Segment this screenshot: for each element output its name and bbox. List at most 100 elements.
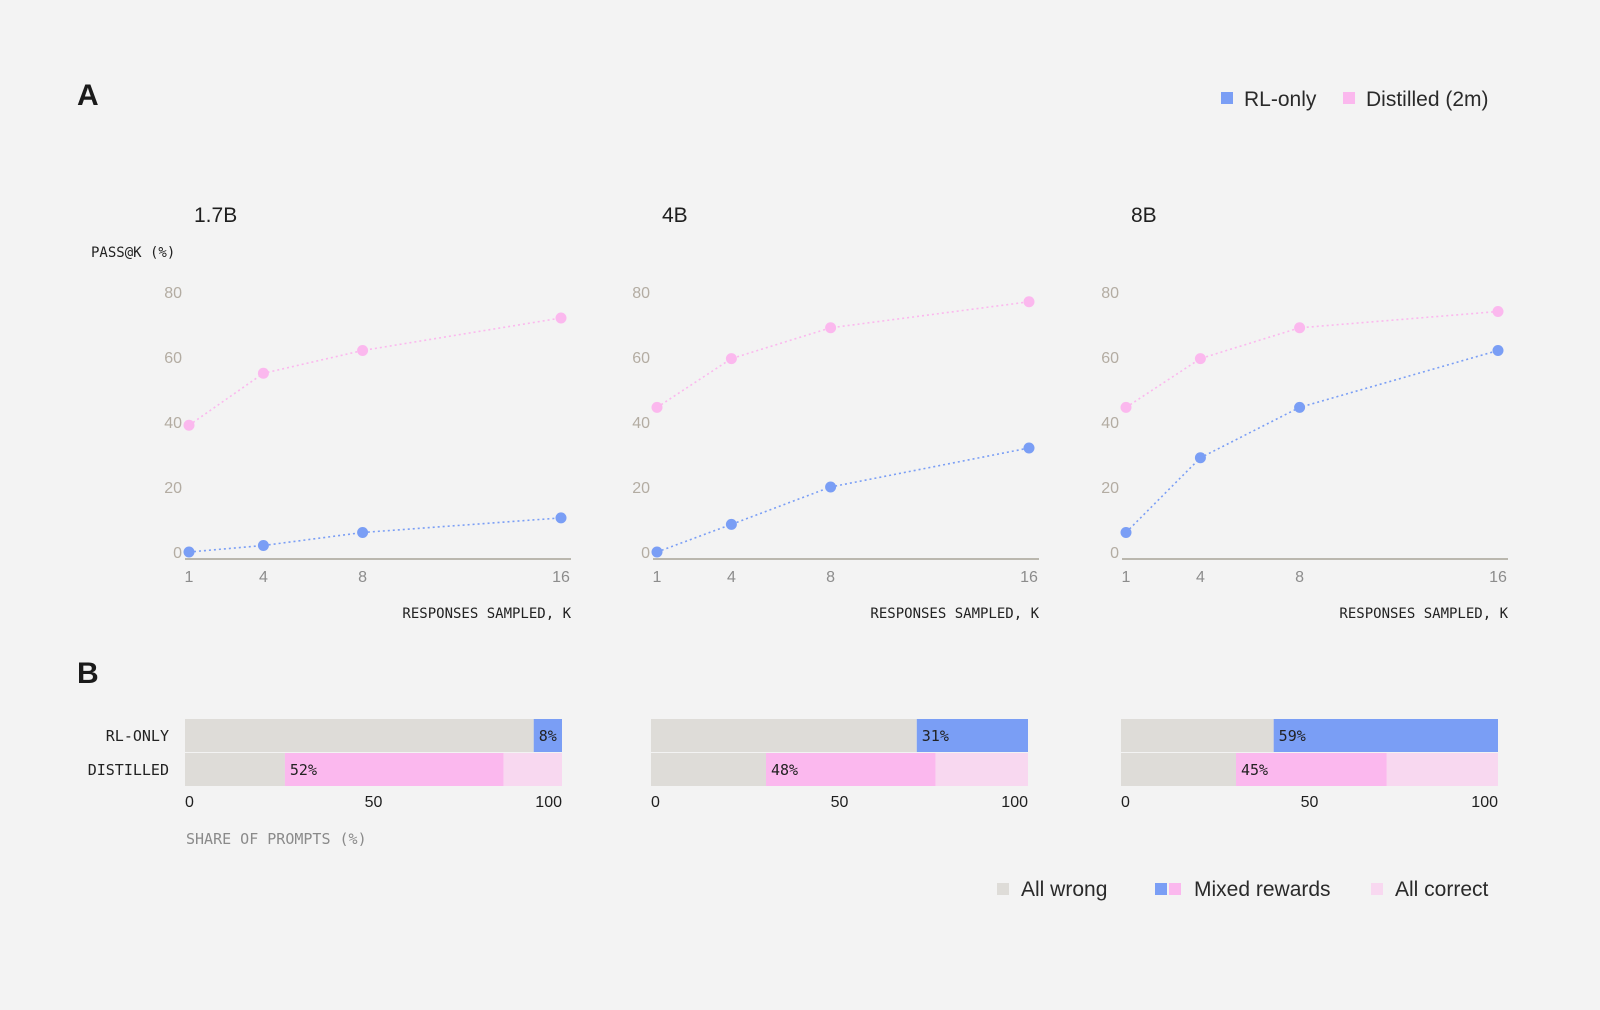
data-point: [1194, 353, 1206, 365]
bar-segment-all-wrong: [1121, 753, 1236, 786]
bar-segment-all-wrong: [651, 719, 917, 752]
series-line: [1125, 349, 1499, 534]
x-tick-label: 0: [185, 794, 194, 811]
panel-b-label: B: [77, 657, 99, 690]
x-tick-label: 50: [1301, 794, 1319, 811]
legend-swatch-mixed-distilled: [1169, 883, 1181, 895]
bar-segment-all-correct: [503, 753, 562, 786]
legend-label-all-wrong: All wrong: [1021, 878, 1107, 901]
series-line: [656, 301, 1030, 409]
panel-a-label: A: [77, 79, 99, 112]
data-point: [1294, 322, 1306, 334]
bar-segment-mixed: [765, 753, 936, 786]
series-line: [1125, 310, 1499, 409]
legend-bottom: All wrong Mixed rewards All correct: [997, 878, 1489, 901]
x-axis-title: RESPONSES SAMPLED, K: [1339, 606, 1508, 622]
data-point: [555, 312, 567, 324]
y-axis-title: PASS@K (%): [91, 245, 175, 261]
bar-segment-mixed: [1235, 753, 1387, 786]
y-tick-label: 40: [164, 415, 182, 432]
y-tick-label: 80: [632, 285, 650, 302]
bar-segment-all-correct: [1386, 753, 1498, 786]
x-tick-label: 100: [1471, 794, 1498, 811]
x-tick-label: 50: [831, 794, 849, 811]
x-tick-label: 0: [651, 794, 660, 811]
x-tick-label: 8: [826, 569, 835, 586]
x-tick-label: 4: [259, 569, 268, 586]
x-tick-label: 16: [552, 569, 570, 586]
data-point: [1120, 527, 1132, 538]
y-tick-label: 40: [632, 415, 650, 432]
legend-swatch-all-wrong: [997, 883, 1009, 895]
y-tick-label: 80: [1101, 285, 1119, 302]
line-chart-3: 8B 0 20 40 60 80 1 4 8 16 RESPONSES SAMPLED, K: [1101, 204, 1508, 622]
row-label: RL-ONLY: [106, 727, 169, 745]
data-point: [183, 419, 195, 431]
x-tick-label: 100: [535, 794, 562, 811]
bar-value-label: 52%: [290, 761, 317, 779]
data-point: [1492, 345, 1504, 356]
x-axis-title: SHARE OF PROMPTS (%): [186, 830, 367, 848]
data-point: [357, 345, 369, 356]
bar-segment-all-wrong: [651, 753, 766, 786]
y-tick-label: 0: [641, 545, 650, 562]
bar-segment-mixed: [284, 753, 504, 786]
bar-segment-all-correct: [935, 753, 1028, 786]
legend-label-all-correct: All correct: [1395, 878, 1489, 901]
bar-segment-mixed: [1273, 719, 1498, 752]
y-tick-label: 60: [1101, 350, 1119, 367]
bar-value-label: 59%: [1279, 727, 1306, 745]
series-line: [188, 317, 562, 426]
legend-label-distilled: Distilled (2m): [1366, 88, 1489, 111]
data-point: [1492, 306, 1504, 317]
bar-charts: RL-ONLY 8% DISTILLED 52% 0 50 100 SHARE OF PROM…: [88, 719, 1498, 848]
data-point: [725, 353, 737, 365]
data-point: [1023, 296, 1035, 308]
x-tick-label: 8: [358, 569, 367, 586]
x-tick-label: 100: [1001, 794, 1028, 811]
x-axis-title: RESPONSES SAMPLED, K: [870, 606, 1039, 622]
data-point: [555, 512, 567, 524]
bar-value-label: 45%: [1241, 761, 1268, 779]
x-axis-title: RESPONSES SAMPLED, K: [402, 606, 571, 622]
y-tick-label: 80: [164, 285, 182, 302]
line-chart-2: 4B 0 20 40 60 80 1 4 8 16 RESPONSES SAMPLED, K: [632, 204, 1039, 622]
x-tick-label: 4: [727, 569, 736, 586]
data-point: [257, 540, 269, 551]
bar-segment-all-wrong: [185, 719, 534, 752]
series-line: [656, 447, 1030, 553]
data-point: [183, 546, 195, 558]
x-tick-label: 1: [653, 569, 662, 586]
data-point: [1194, 452, 1206, 464]
bar-segment-mixed: [533, 719, 562, 752]
y-tick-label: 40: [1101, 415, 1119, 432]
data-point: [1023, 442, 1035, 454]
y-tick-label: 60: [632, 350, 650, 367]
bar-value-label: 48%: [771, 761, 798, 779]
bar-value-label: 8%: [539, 727, 557, 745]
data-point: [257, 367, 269, 379]
legend-top: RL-only Distilled (2m): [1221, 88, 1489, 111]
data-point: [1120, 401, 1132, 413]
y-tick-label: 0: [173, 545, 182, 562]
bar-value-label: 31%: [922, 727, 949, 745]
data-point: [651, 546, 663, 558]
data-point: [825, 322, 837, 334]
legend-label-mixed-rewards: Mixed rewards: [1194, 878, 1331, 901]
chart-title: 8B: [1131, 204, 1157, 227]
chart-title: 1.7B: [194, 204, 237, 227]
data-point: [1294, 401, 1306, 413]
x-tick-label: 1: [185, 569, 194, 586]
data-point: [825, 481, 837, 493]
data-point: [357, 527, 369, 538]
bar-segment-all-wrong: [185, 753, 285, 786]
chart-title: 4B: [662, 204, 688, 227]
x-tick-label: 50: [365, 794, 383, 811]
y-tick-label: 0: [1110, 545, 1119, 562]
bar-chart-3: 59% 45% 0 50 100: [1121, 719, 1498, 811]
data-point: [651, 401, 663, 413]
bar-chart-1: RL-ONLY 8% DISTILLED 52% 0 50 100 SHARE OF PROM…: [88, 719, 562, 848]
y-tick-label: 20: [1101, 480, 1119, 497]
line-chart-1: 1.7B PASS@K (%) 0 20 40 60 80 1 4 8 16 RESPONSES SA…: [91, 204, 572, 622]
